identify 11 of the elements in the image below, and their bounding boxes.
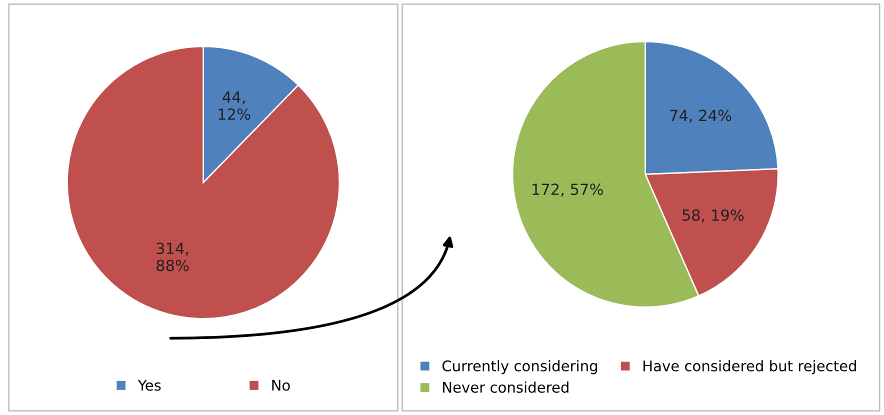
data-label: 74, 24% <box>670 110 732 123</box>
legend-label: Currently considering <box>442 360 598 374</box>
data-label: 44, 12% <box>218 91 250 120</box>
pie-slice <box>66 46 340 320</box>
legend-label: Never considered <box>443 382 568 393</box>
data-label: 58, 19% <box>682 209 744 222</box>
legend-label: No <box>272 380 290 391</box>
data-label: 172, 57% <box>532 184 603 197</box>
legend-label: Have considered but rejected <box>644 360 856 374</box>
data-label: 314, 88% <box>156 242 189 272</box>
legend-label: Yes <box>138 380 161 391</box>
